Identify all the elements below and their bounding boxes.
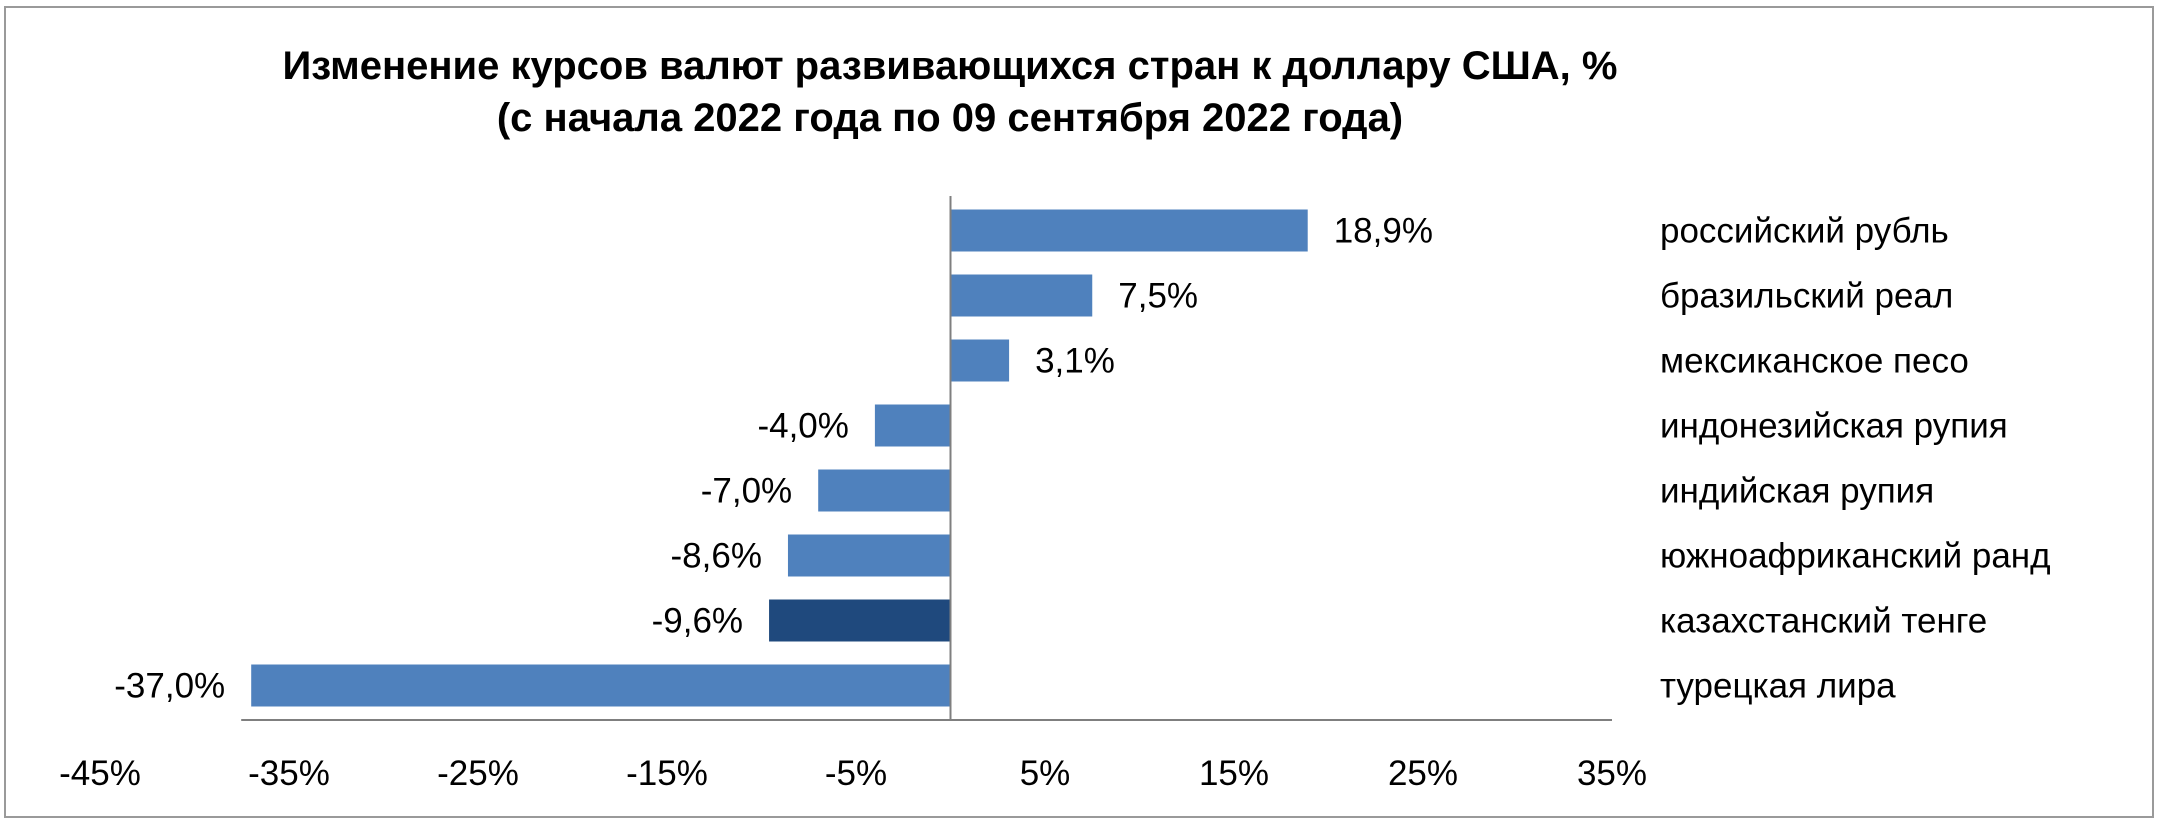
- x-tick-label: 35%: [1577, 754, 1647, 793]
- data-label: 7,5%: [1118, 277, 1198, 316]
- bar: [950, 209, 1308, 252]
- bar: [251, 664, 951, 707]
- category-label: южноафриканский ранд: [1660, 537, 2051, 576]
- bar: [787, 534, 951, 577]
- x-tick-label: -35%: [248, 754, 330, 793]
- chart-subtitle: (с начала 2022 года по 09 сентября 2022 …: [496, 96, 1404, 140]
- category-label: индонезийская рупия: [1660, 407, 2008, 446]
- x-tick-label: 15%: [1199, 754, 1269, 793]
- data-label: -37,0%: [114, 667, 225, 706]
- bar: [950, 274, 1093, 317]
- data-label: -7,0%: [701, 472, 792, 511]
- x-tick-label: 25%: [1388, 754, 1458, 793]
- bar: [818, 469, 951, 512]
- category-label: мексиканское песо: [1660, 342, 1969, 381]
- chart-title-block: Изменение курсов валют развивающихся стр…: [60, 40, 1840, 144]
- x-tick-label: -5%: [825, 754, 887, 793]
- x-tick-label: 5%: [1020, 754, 1071, 793]
- category-label: бразильский реал: [1660, 277, 1953, 316]
- x-tick-label: -15%: [626, 754, 708, 793]
- bar: [769, 599, 951, 642]
- bar: [950, 339, 1010, 382]
- category-label: турецкая лира: [1660, 667, 1896, 706]
- data-label: 18,9%: [1334, 212, 1433, 251]
- data-label: -8,6%: [671, 537, 762, 576]
- data-label: -9,6%: [652, 602, 743, 641]
- category-label: казахстанский тенге: [1660, 602, 1987, 641]
- bar: [874, 404, 951, 447]
- data-label: -4,0%: [757, 407, 848, 446]
- x-tick-label: -25%: [437, 754, 519, 793]
- category-label: индийская рупия: [1660, 472, 1934, 511]
- chart-title: Изменение курсов валют развивающихся стр…: [282, 44, 1618, 88]
- data-label: 3,1%: [1035, 342, 1115, 381]
- category-label: российский рубль: [1660, 212, 1949, 251]
- x-tick-label: -45%: [59, 754, 141, 793]
